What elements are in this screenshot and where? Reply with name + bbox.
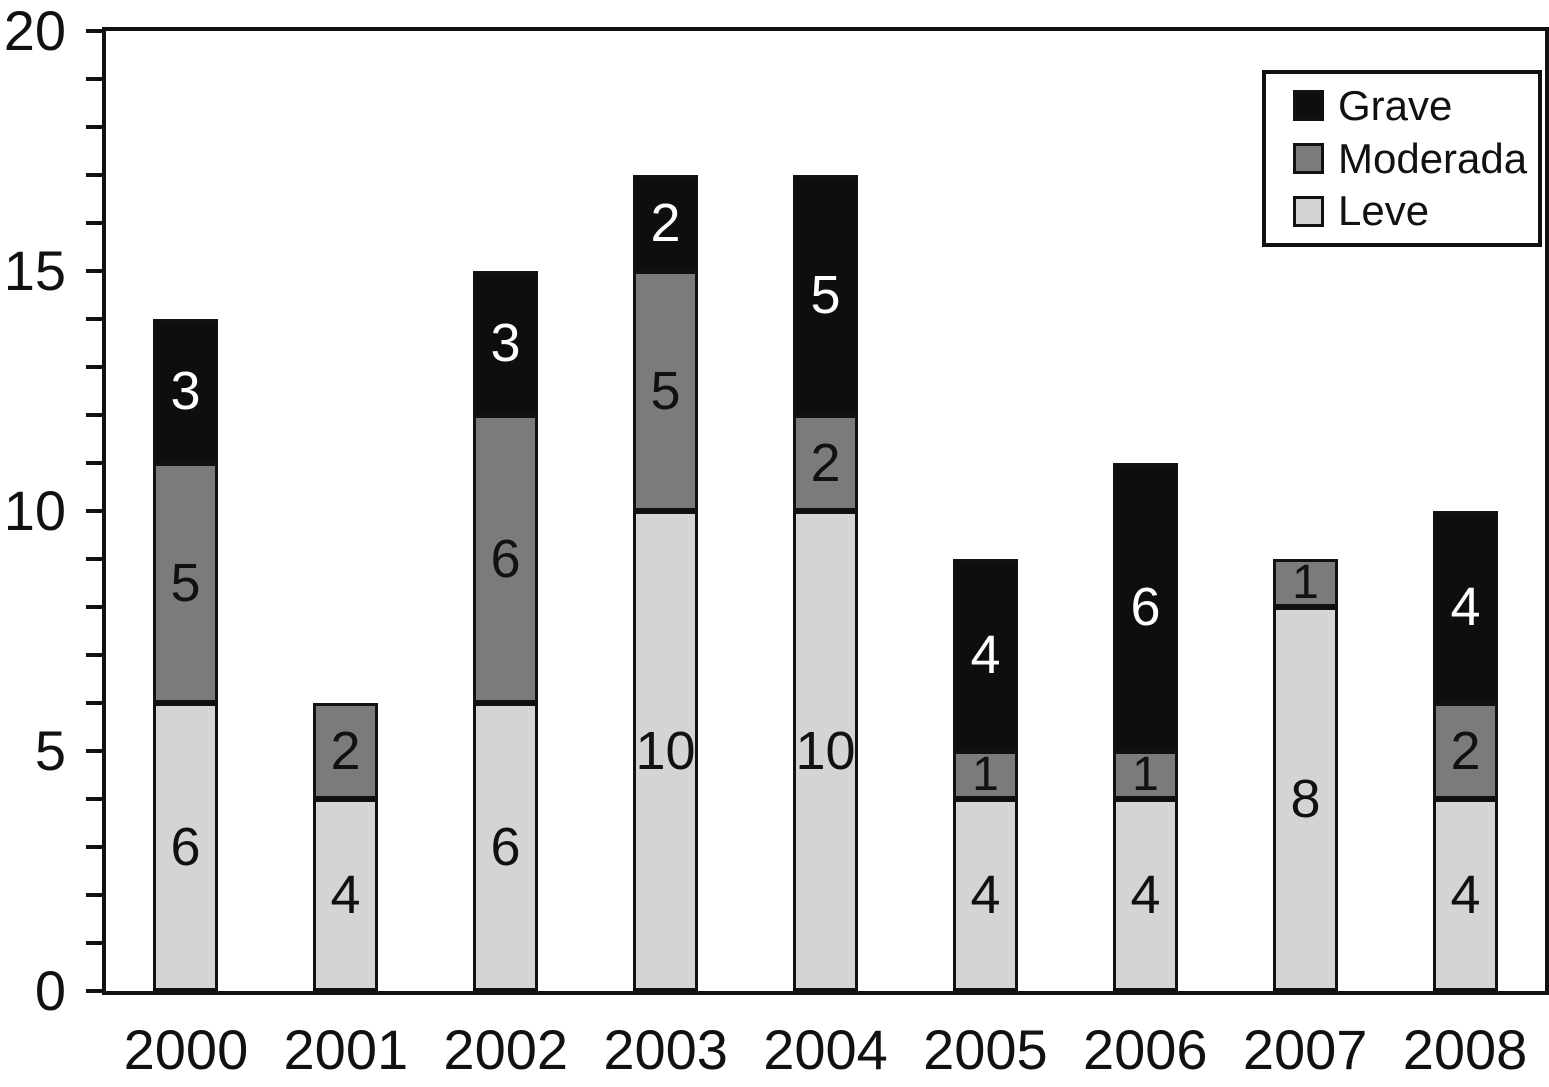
bar-segment-2006-grave: 6 — [1113, 463, 1178, 751]
y-axis-tick — [86, 413, 102, 417]
bar-segment-2005-leve: 4 — [953, 799, 1018, 991]
y-axis-tick — [86, 221, 102, 225]
bar-segment-2005-moderada: 1 — [953, 751, 1018, 799]
legend-label: Grave — [1338, 81, 1453, 129]
legend-item-moderada: Moderada — [1293, 134, 1538, 182]
x-axis-tick-label: 2006 — [1082, 1018, 1208, 1081]
x-axis-tick-label: 2005 — [923, 1018, 1048, 1081]
bar-value-label: 5 — [650, 361, 681, 421]
bar-segment-2005-grave: 4 — [953, 559, 1018, 751]
bar-segment-2003-leve: 10 — [633, 511, 698, 991]
bar-value-label: 5 — [810, 265, 841, 325]
x-axis-tick-label: 2001 — [283, 1018, 409, 1081]
bar-value-label: 4 — [330, 865, 361, 925]
legend-swatch-moderada — [1293, 143, 1324, 174]
legend: Grave Moderada Leve — [1262, 70, 1542, 247]
bar-segment-2000-leve: 6 — [153, 703, 218, 991]
y-axis-tick — [86, 797, 102, 801]
bar-segment-2003-grave: 2 — [633, 175, 698, 271]
y-axis-tick — [86, 941, 102, 945]
legend-label: Leve — [1338, 187, 1430, 235]
bar-segment-2006-moderada: 1 — [1113, 751, 1178, 799]
legend-item-grave: Grave — [1293, 81, 1538, 129]
y-axis-tick — [86, 77, 102, 81]
y-axis-tick — [86, 317, 102, 321]
bar-value-label: 3 — [490, 313, 521, 373]
bar-value-label: 6 — [490, 529, 521, 589]
legend-label: Moderada — [1338, 134, 1528, 182]
legend-swatch-grave — [1293, 90, 1324, 122]
bar-segment-2007-leve: 8 — [1273, 607, 1338, 991]
y-axis-tick — [86, 605, 102, 609]
bar-segment-2002-moderada: 6 — [473, 415, 538, 703]
bar-value-label: 2 — [330, 721, 361, 781]
bar-value-label: 5 — [170, 553, 201, 613]
bar-value-label: 4 — [1450, 577, 1481, 637]
y-axis-tick-label: 15 — [3, 239, 66, 302]
y-axis-tick — [86, 893, 102, 897]
y-axis-tick — [86, 749, 102, 753]
bar-value-label: 8 — [1290, 769, 1321, 829]
bar-segment-2004-leve: 10 — [793, 511, 858, 991]
x-axis-tick-label: 2002 — [443, 1018, 568, 1081]
bar-value-label: 1 — [1292, 556, 1319, 609]
y-axis-tick — [86, 701, 102, 705]
y-axis-tick-label: 0 — [34, 959, 66, 1022]
bar-segment-2008-leve: 4 — [1433, 799, 1498, 991]
bar-segment-2002-grave: 3 — [473, 271, 538, 415]
y-axis-tick — [86, 509, 102, 513]
y-axis-tick — [86, 653, 102, 657]
y-axis-tick — [86, 989, 102, 993]
bar-value-label: 1 — [972, 748, 999, 801]
legend-item-leve: Leve — [1293, 190, 1538, 232]
bar-segment-2006-leve: 4 — [1113, 799, 1178, 991]
bar-segment-2004-moderada: 2 — [793, 415, 858, 511]
x-axis-tick-label: 2000 — [123, 1018, 249, 1081]
y-axis-tick — [86, 461, 102, 465]
bar-segment-2002-leve: 6 — [473, 703, 538, 991]
y-axis-tick — [86, 557, 102, 561]
bar-value-label: 3 — [170, 361, 201, 421]
x-axis-tick-label: 2007 — [1242, 1018, 1368, 1081]
bar-segment-2001-moderada: 2 — [313, 703, 378, 799]
y-axis-tick — [86, 125, 102, 129]
bar-segment-2007-moderada: 1 — [1273, 559, 1338, 607]
y-axis-tick-label: 5 — [34, 719, 66, 782]
x-axis-tick-label: 2004 — [763, 1018, 888, 1081]
bar-value-label: 1 — [1132, 748, 1159, 801]
legend-swatch-leve — [1293, 195, 1324, 227]
bar-segment-2000-moderada: 5 — [153, 463, 218, 703]
bar-value-label: 2 — [650, 193, 681, 253]
bar-segment-2001-leve: 4 — [313, 799, 378, 991]
bar-value-label: 6 — [1130, 577, 1161, 637]
bar-segment-2004-grave: 5 — [793, 175, 858, 415]
bar-value-label: 6 — [170, 817, 201, 877]
bar-segment-2003-moderada: 5 — [633, 271, 698, 511]
x-axis-tick-label: 2008 — [1402, 1018, 1528, 1081]
bar-segment-2008-moderada: 2 — [1433, 703, 1498, 799]
bar-segment-2000-grave: 3 — [153, 319, 218, 463]
bar-value-label: 4 — [1450, 865, 1481, 925]
bar-value-label: 2 — [810, 433, 841, 493]
bar-value-label: 2 — [1450, 721, 1481, 781]
x-axis-tick-label: 2003 — [603, 1018, 728, 1081]
y-axis-tick — [86, 365, 102, 369]
bar-value-label: 4 — [970, 625, 1001, 685]
bar-value-label: 10 — [635, 721, 696, 781]
bar-segment-2008-grave: 4 — [1433, 511, 1498, 703]
y-axis-tick-label: 20 — [3, 0, 66, 62]
y-axis-tick-label: 10 — [3, 479, 66, 542]
y-axis-tick — [86, 845, 102, 849]
y-axis-tick — [86, 173, 102, 177]
y-axis-tick — [86, 269, 102, 273]
bar-value-label: 10 — [795, 721, 856, 781]
bar-value-label: 6 — [490, 817, 521, 877]
y-axis-tick — [86, 29, 102, 33]
bar-value-label: 4 — [970, 865, 1001, 925]
bar-value-label: 4 — [1130, 865, 1161, 925]
